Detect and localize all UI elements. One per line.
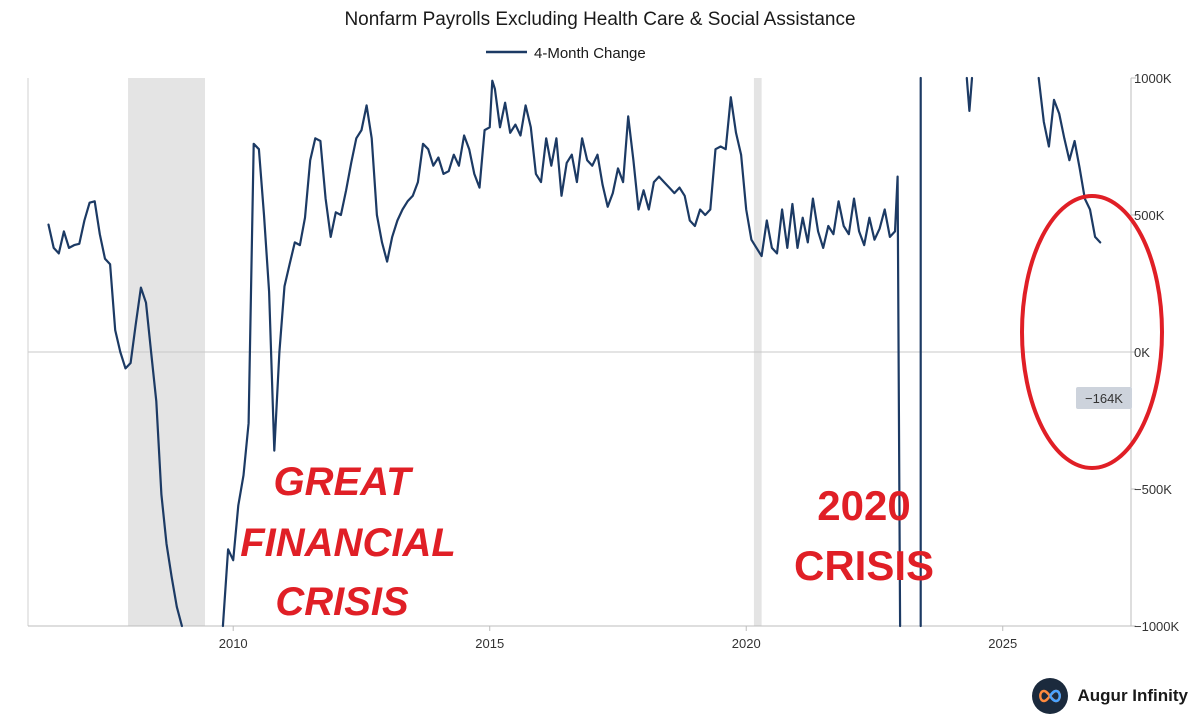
y-tick-label-3: −500K (1134, 482, 1172, 497)
svg-text:CRISIS: CRISIS (794, 542, 934, 589)
legend[interactable]: 4-Month Change (486, 45, 646, 62)
y-axis-ticks: 1000K 500K 0K −500K −1000K (1131, 71, 1180, 634)
y-tick-label-0: 1000K (1134, 71, 1172, 86)
series-lines[interactable] (47, 76, 1102, 628)
svg-text:GREAT: GREAT (273, 460, 414, 504)
series-line-segment-0-0 (47, 200, 183, 628)
series-line-segment-0-1 (221, 79, 902, 628)
svg-text:2020: 2020 (817, 482, 910, 529)
x-tick-label-1: 2015 (475, 636, 504, 651)
y-tick-label-4: −1000K (1134, 619, 1180, 634)
highlight-ellipse (1020, 194, 1164, 470)
svg-text:CRISIS: CRISIS (275, 580, 409, 624)
chart-title: Nonfarm Payrolls Excluding Health Care &… (344, 9, 855, 30)
y-tick-label-1: 500K (1134, 208, 1165, 223)
x-tick-label-0: 2010 (219, 636, 248, 651)
svg-text:FINANCIAL: FINANCIAL (240, 521, 456, 565)
annotation-great-financial-crisis: GREAT FINANCIAL CRISIS (240, 460, 456, 624)
series-line-segment-0-3 (965, 76, 974, 112)
x-axis-ticks: 2010 2015 2020 2025 (219, 626, 1017, 651)
last-value-label: −164K (1085, 391, 1123, 406)
last-value-badge: −164K (1076, 387, 1132, 409)
brand-badge[interactable]: Augur Infinity (1031, 678, 1188, 714)
y-tick-label-2: 0K (1134, 345, 1150, 360)
brand-name: Augur Infinity (1077, 686, 1188, 705)
annotation-2020-crisis: 2020 CRISIS (794, 482, 934, 589)
infinity-icon (1031, 678, 1068, 714)
x-tick-label-2: 2020 (732, 636, 761, 651)
series-line-segment-0-4 (1037, 76, 1102, 244)
legend-label: 4-Month Change (534, 45, 646, 62)
last-value-badge-bg (1076, 387, 1132, 409)
x-tick-label-3: 2025 (988, 636, 1017, 651)
